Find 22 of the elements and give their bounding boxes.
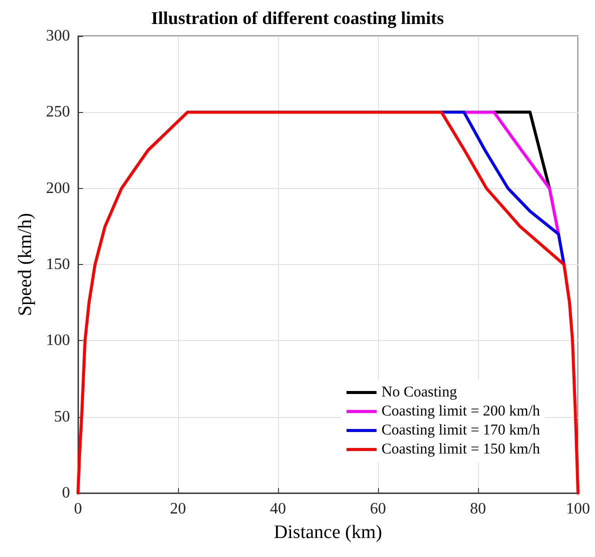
x-axis-title: Distance (km) xyxy=(274,522,382,543)
legend-label: Coasting limit = 170 km/h xyxy=(382,422,540,438)
y-tick-label: 250 xyxy=(46,104,70,121)
legend-label: No Coasting xyxy=(382,384,458,400)
y-tick-label: 200 xyxy=(46,180,70,197)
line-series xyxy=(462,110,560,236)
line-series xyxy=(440,110,566,266)
x-tick-label: 40 xyxy=(270,500,286,518)
y-tick-label: 150 xyxy=(46,256,70,273)
x-tick-label: 100 xyxy=(566,500,590,518)
legend-label: Coasting limit = 150 km/h xyxy=(382,442,540,458)
x-tick-label: 0 xyxy=(74,500,82,518)
x-tick-label: 20 xyxy=(170,500,186,518)
x-tick-label: 80 xyxy=(470,500,486,518)
y-tick-label: 0 xyxy=(62,484,70,502)
x-tick-label: 60 xyxy=(370,500,386,518)
y-tick-label: 100 xyxy=(46,332,70,350)
chart-title: Illustration of different coasting limits xyxy=(151,8,444,28)
y-tick-label: 300 xyxy=(46,28,70,44)
legend-label: Coasting limit = 200 km/h xyxy=(382,404,540,420)
y-tick-label: 50 xyxy=(54,408,70,426)
y-axis-title: Speed (km/h) xyxy=(15,213,36,316)
